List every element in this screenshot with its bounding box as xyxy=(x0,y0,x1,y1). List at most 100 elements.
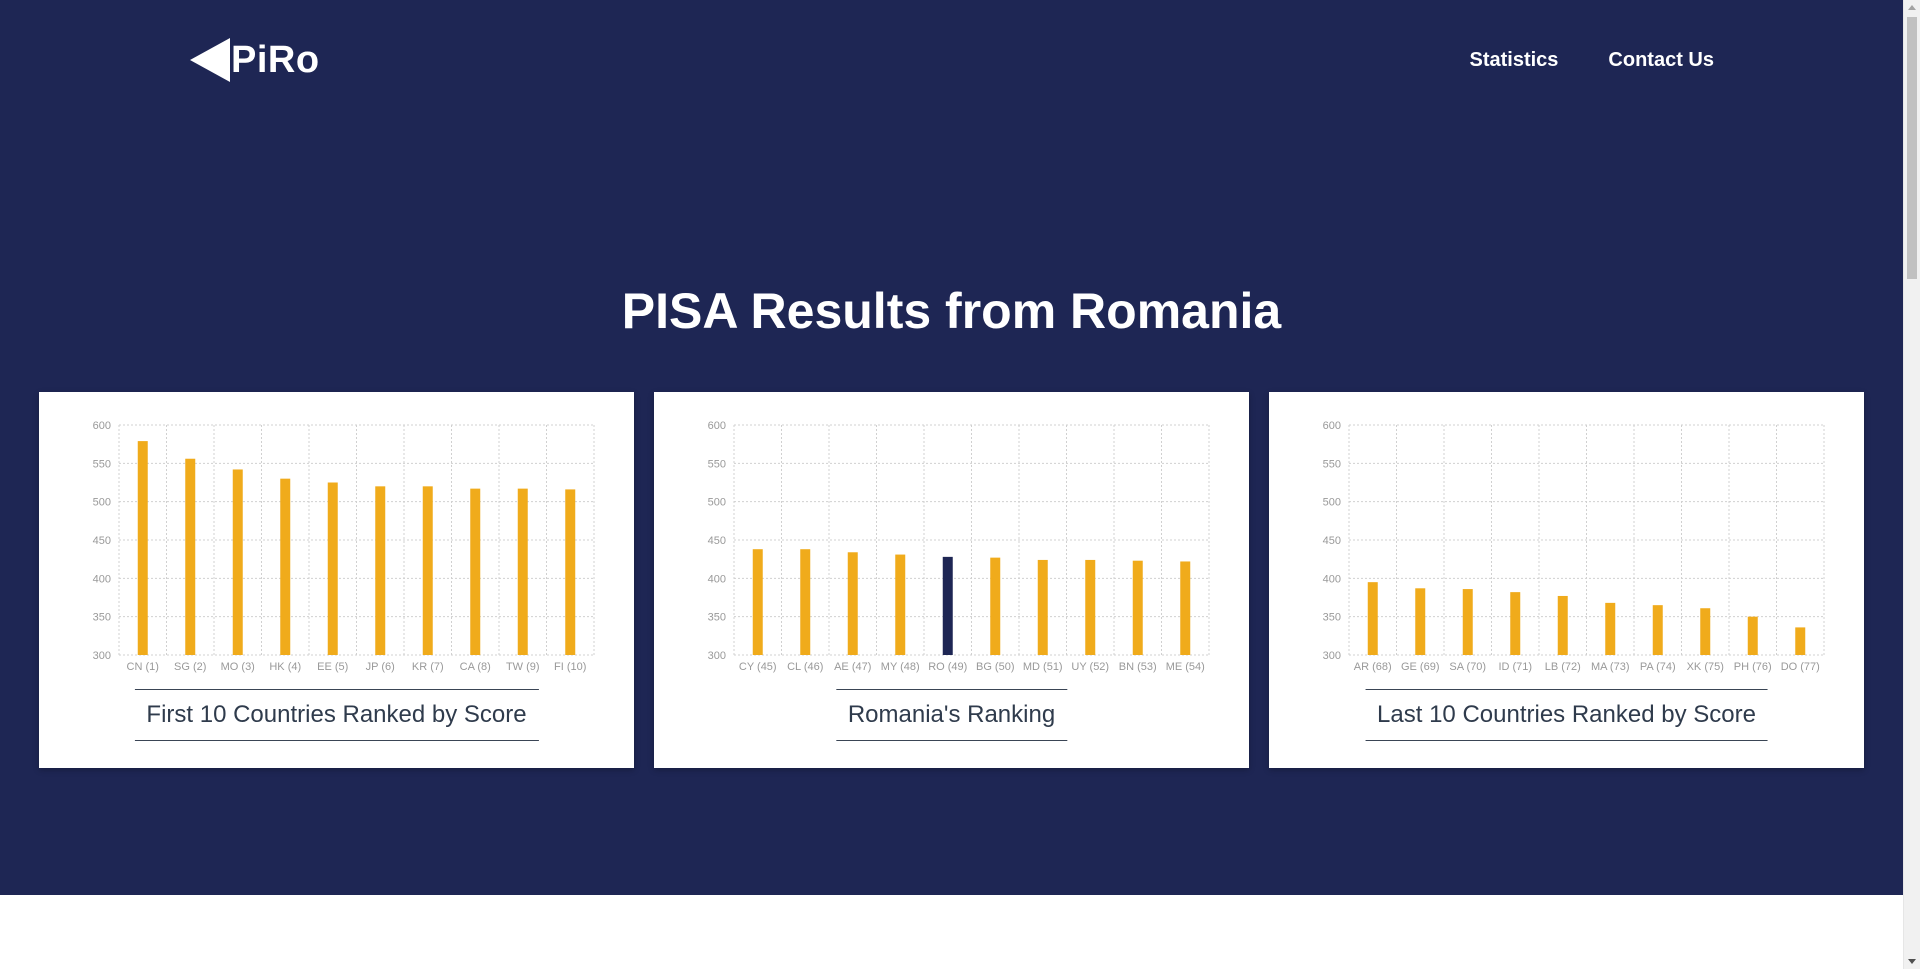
x-category-label: DO (77) xyxy=(1781,661,1820,673)
y-tick-label: 500 xyxy=(93,497,111,509)
bar-kr[interactable] xyxy=(422,486,433,655)
y-tick-label: 500 xyxy=(708,497,726,509)
bar-fi[interactable] xyxy=(565,489,576,655)
x-category-label: ID (71) xyxy=(1498,661,1532,673)
bar-lb[interactable] xyxy=(1557,595,1568,655)
x-category-label: SA (70) xyxy=(1449,661,1486,673)
x-category-label: BN (53) xyxy=(1119,661,1157,673)
bar-xk[interactable] xyxy=(1700,608,1711,655)
y-tick-label: 450 xyxy=(1323,535,1341,547)
x-category-label: ME (54) xyxy=(1166,661,1205,673)
x-category-label: CN (1) xyxy=(127,661,159,673)
chart-caption-romania-ranking: Romania's Ranking xyxy=(835,689,1068,741)
x-category-label: KR (7) xyxy=(412,661,444,673)
bar-my[interactable] xyxy=(895,554,906,655)
y-tick-label: 600 xyxy=(1323,420,1341,432)
x-category-label: CA (8) xyxy=(460,661,491,673)
y-tick-label: 600 xyxy=(708,420,726,432)
x-category-label: JP (6) xyxy=(366,661,395,673)
y-tick-label: 350 xyxy=(1323,612,1341,624)
x-category-label: PH (76) xyxy=(1734,661,1772,673)
scrollbar-thumb[interactable] xyxy=(1907,17,1917,279)
x-category-label: MY (48) xyxy=(881,661,920,673)
scroll-up-arrow-icon[interactable] xyxy=(1908,5,1916,10)
bar-ee[interactable] xyxy=(327,482,338,656)
bar-sg[interactable] xyxy=(185,458,196,655)
y-tick-label: 450 xyxy=(93,535,111,547)
y-tick-label: 300 xyxy=(1323,650,1341,662)
bar-chart-romania-ranking: 600 550 500 450 400 350 300 CY (45) CL (46) AE (4… xyxy=(708,420,1210,673)
bar-id[interactable] xyxy=(1510,592,1521,655)
y-tick-label: 400 xyxy=(93,573,111,585)
x-category-label: HK (4) xyxy=(269,661,301,673)
y-tick-label: 550 xyxy=(1323,458,1341,470)
logo-text: PiRo xyxy=(231,39,320,81)
x-category-label: EE (5) xyxy=(317,661,348,673)
nav-link-statistics[interactable]: Statistics xyxy=(1469,49,1559,71)
y-tick-label: 500 xyxy=(1323,497,1341,509)
bar-pa[interactable] xyxy=(1652,605,1663,655)
bar-hk[interactable] xyxy=(280,478,291,655)
page-title: PISA Results from Romania xyxy=(621,283,1282,339)
bar-ca[interactable] xyxy=(470,488,481,655)
y-tick-label: 350 xyxy=(93,612,111,624)
bar-ar[interactable] xyxy=(1367,582,1378,655)
y-tick-label: 400 xyxy=(708,573,726,585)
y-tick-label: 550 xyxy=(93,458,111,470)
y-tick-label: 600 xyxy=(93,420,111,432)
x-category-label: RO (49) xyxy=(928,661,967,673)
bar-cn[interactable] xyxy=(137,441,148,655)
chart-card-top-10: 600 550 500 450 400 350 300 CN (1) SG (2) MO (3) H… xyxy=(39,392,634,768)
bar-ge[interactable] xyxy=(1415,588,1426,655)
y-tick-label: 550 xyxy=(708,458,726,470)
x-category-label: LB (72) xyxy=(1545,661,1581,673)
bar-chart-top-10: 600 550 500 450 400 350 300 CN (1) SG (2) MO (3) H… xyxy=(93,420,595,673)
y-tick-label: 350 xyxy=(708,612,726,624)
scroll-down-arrow-icon[interactable] xyxy=(1908,959,1916,964)
bar-do[interactable] xyxy=(1795,627,1806,655)
logo-link[interactable]: PiRo xyxy=(190,38,320,82)
hero-section: PiRo Statistics Contact Us PISA Results … xyxy=(0,0,1903,895)
x-category-label: TW (9) xyxy=(506,661,540,673)
bar-uy[interactable] xyxy=(1085,559,1096,655)
x-category-label: FI (10) xyxy=(554,661,586,673)
x-category-label: PA (74) xyxy=(1640,661,1676,673)
y-tick-label: 450 xyxy=(708,535,726,547)
bar-ma[interactable] xyxy=(1605,602,1616,655)
chart-caption-top-10: First 10 Countries Ranked by Score xyxy=(134,689,539,741)
x-category-label: MD (51) xyxy=(1023,661,1063,673)
y-tick-label: 300 xyxy=(708,650,726,662)
vertical-scrollbar[interactable] xyxy=(1903,0,1920,969)
bar-sa[interactable] xyxy=(1462,589,1473,655)
triangle-logo-icon xyxy=(190,38,230,82)
x-category-label: MA (73) xyxy=(1591,661,1630,673)
bar-cy[interactable] xyxy=(752,549,763,655)
bar-md[interactable] xyxy=(1037,559,1048,655)
x-category-label: XK (75) xyxy=(1687,661,1724,673)
chart-card-romania-ranking: 600 550 500 450 400 350 300 CY (45) CL (46) AE (4… xyxy=(654,392,1249,768)
x-category-label: SG (2) xyxy=(174,661,206,673)
bar-mo[interactable] xyxy=(232,469,243,655)
x-category-label: MO (3) xyxy=(221,661,255,673)
y-tick-label: 300 xyxy=(93,650,111,662)
x-category-label: CY (45) xyxy=(739,661,777,673)
x-category-label: AE (47) xyxy=(834,661,871,673)
x-category-label: CL (46) xyxy=(787,661,823,673)
bar-jp[interactable] xyxy=(375,486,386,655)
bar-cl[interactable] xyxy=(800,549,811,655)
bar-bg[interactable] xyxy=(990,557,1001,655)
x-category-label: UY (52) xyxy=(1071,661,1109,673)
nav-link-contact-us[interactable]: Contact Us xyxy=(1608,49,1714,71)
y-tick-label: 400 xyxy=(1323,573,1341,585)
bar-ro[interactable] xyxy=(942,556,953,655)
bar-tw[interactable] xyxy=(517,488,528,655)
bar-bn[interactable] xyxy=(1132,560,1143,655)
bar-ph[interactable] xyxy=(1747,616,1758,655)
bar-me[interactable] xyxy=(1180,561,1191,655)
bar-ae[interactable] xyxy=(847,552,858,655)
x-category-label: BG (50) xyxy=(976,661,1015,673)
x-category-label: AR (68) xyxy=(1354,661,1392,673)
chart-caption-last-10: Last 10 Countries Ranked by Score xyxy=(1365,689,1768,741)
x-category-label: GE (69) xyxy=(1401,661,1440,673)
